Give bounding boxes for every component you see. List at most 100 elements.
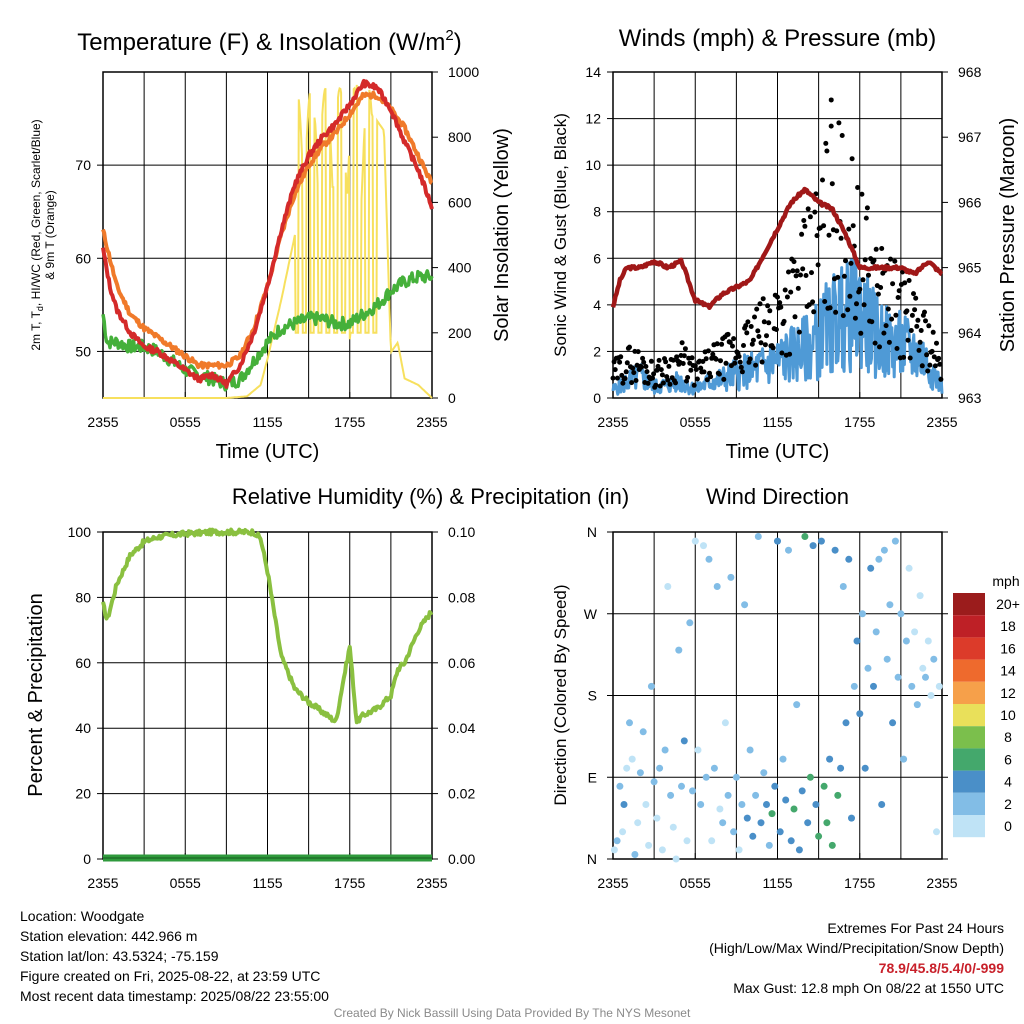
direction-point (683, 837, 691, 845)
gust-point (773, 327, 779, 332)
wind-ytick-label: 10 (585, 157, 601, 173)
gust-point (640, 355, 646, 361)
gust-point (807, 214, 813, 220)
direction-point (743, 814, 751, 822)
direction-point (913, 701, 921, 709)
direction-point (795, 846, 803, 854)
gust-point (800, 266, 806, 272)
gust-point (656, 357, 662, 363)
direction-point (653, 814, 661, 822)
wind-xtick-label: 2355 (597, 414, 628, 430)
gust-point (765, 303, 771, 309)
wind-title: Winds (mph) & Pressure (mb) (619, 25, 936, 52)
gust-point (894, 346, 900, 351)
gust-point (786, 269, 791, 275)
direction-point (705, 555, 713, 563)
gust-point (802, 223, 808, 229)
direction-point (815, 832, 823, 840)
colorbar-label: 2 (1004, 796, 1012, 812)
gust-point (902, 280, 908, 286)
gust-point (701, 369, 707, 375)
gust-point (843, 258, 848, 264)
gust-point (679, 340, 685, 346)
gust-point (821, 223, 827, 229)
direction-point (853, 637, 861, 645)
gust-points (610, 97, 944, 390)
direction-point (856, 710, 864, 718)
direction-point (694, 746, 702, 754)
direction-point (891, 537, 899, 545)
gust-point (861, 302, 867, 308)
gust-point (886, 339, 892, 345)
gust-point (754, 306, 760, 312)
direction-point (689, 787, 696, 795)
pressure-line (610, 186, 944, 311)
gust-point (762, 342, 768, 348)
max-gust: Max Gust: 12.8 mph On 08/22 at 1550 UTC (733, 980, 1004, 996)
gust-point (878, 285, 884, 290)
gust-point (700, 359, 706, 364)
gust-point (811, 309, 817, 315)
rh-ytick-label: 0 (83, 851, 91, 867)
station-info: Location: Woodgate Station elevation: 44… (20, 906, 329, 1006)
direction-point (647, 682, 655, 690)
colorbar-swatch (953, 659, 985, 682)
gust-point (788, 289, 794, 295)
gust-point (909, 312, 915, 318)
colorbar-swatch (953, 681, 985, 704)
direction-point (776, 828, 784, 836)
rh-ytick-right-label: 0.02 (448, 786, 475, 802)
direction-point (616, 782, 624, 790)
direction-point (902, 637, 910, 645)
station-location: Location: Woodgate (20, 908, 145, 924)
gust-point (794, 268, 800, 274)
wind-ytick-label: 12 (585, 111, 601, 127)
gust-point (869, 319, 875, 325)
wind-ytick-label: 8 (593, 204, 601, 220)
gust-point (688, 367, 694, 373)
gust-point (860, 277, 866, 283)
gust-point (864, 205, 870, 211)
direction-point (613, 837, 621, 845)
direction-point (741, 601, 749, 609)
direction-point (771, 782, 779, 790)
direction-point (636, 769, 644, 777)
direction-point (710, 764, 718, 772)
rh-xtick-label: 2355 (416, 875, 447, 891)
direction-point (867, 564, 875, 572)
direction-point (848, 814, 855, 822)
direction-point (746, 746, 754, 754)
direction-point (700, 542, 707, 550)
direction-point (634, 819, 642, 827)
gust-point (610, 375, 616, 381)
colorbar-label: 10 (1000, 707, 1016, 723)
gust-point (915, 317, 921, 323)
direction-point (661, 746, 669, 754)
direction-point (883, 655, 891, 663)
gust-point (767, 308, 773, 314)
colorbar-label: 4 (1004, 774, 1012, 790)
gust-point (929, 348, 935, 354)
gust-point (670, 357, 676, 363)
gust-point (681, 353, 687, 359)
gust-point (747, 356, 753, 362)
gust-point (633, 378, 639, 383)
temp-xtick-label: 2355 (87, 414, 118, 430)
direction-point (680, 737, 688, 745)
rh-ytick-label: 100 (68, 524, 92, 540)
gust-point (760, 296, 766, 302)
gust-point (623, 369, 629, 375)
direction-point (708, 837, 716, 845)
gust-point (667, 381, 673, 387)
direction-point (672, 855, 680, 863)
gust-point (764, 333, 769, 339)
gust-point (775, 294, 780, 300)
gust-point (731, 336, 737, 342)
gust-point (907, 355, 913, 361)
colorbar-swatch (953, 770, 985, 793)
gust-point (655, 363, 661, 369)
gust-point (658, 367, 664, 373)
gust-point (732, 360, 738, 366)
gust-point (922, 309, 927, 315)
direction-point (875, 555, 883, 563)
